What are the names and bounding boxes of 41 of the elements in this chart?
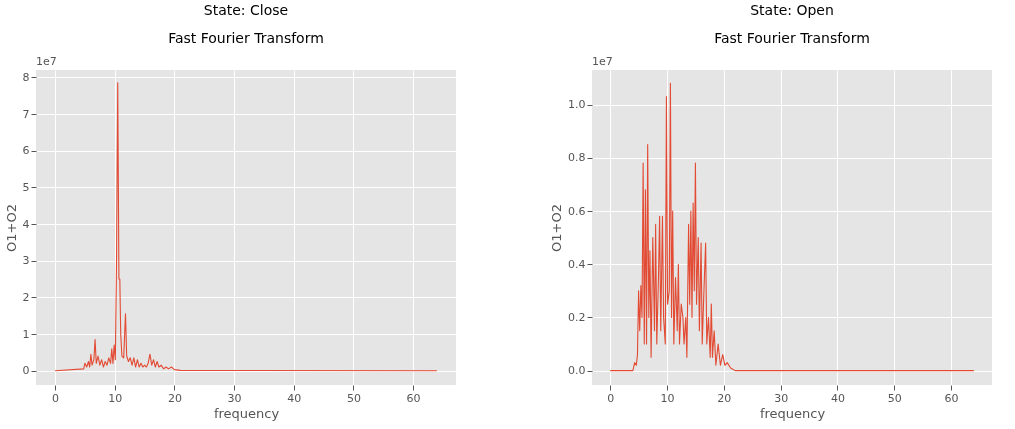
x-tick-label: 60 [944, 391, 959, 405]
y-tick-label: 2 [22, 290, 30, 304]
y-tick-label: 0.8 [568, 151, 586, 165]
text: 1e7 [592, 55, 613, 68]
y-tick-label: 7 [22, 107, 30, 121]
y-tick-label: 4 [22, 217, 30, 231]
x-axis-title: frequency [759, 405, 826, 421]
chart-title: State: Open [750, 2, 834, 18]
y-tick-label: 0.6 [568, 204, 586, 218]
x-tick-label: 50 [346, 391, 361, 405]
line-series [609, 82, 975, 372]
x-tick-label: 20 [167, 391, 182, 405]
y-tick-label: 5 [22, 180, 30, 194]
chart-subtitle: Fast Fourier Transform [714, 30, 870, 46]
x-tick-label: 0 [52, 391, 60, 405]
y-axis-title: O1+O2 [549, 204, 565, 252]
x-tick-label: 20 [717, 391, 732, 405]
x-tick-label: 50 [887, 391, 902, 405]
x-axis-title: frequency [213, 405, 280, 421]
text: 1e7 [36, 55, 57, 68]
y-tick-label: 3 [22, 254, 30, 268]
y-tick-label: 0 [22, 364, 30, 378]
y-tick-label: 0.2 [568, 310, 586, 324]
chart-title: State: Close [203, 2, 289, 18]
x-tick-label: 40 [830, 391, 845, 405]
y-tick-label: 1.0 [568, 98, 586, 112]
x-tick-label: 10 [660, 391, 675, 405]
x-tick-label: 30 [774, 391, 789, 405]
y-axis-title: O1+O2 [3, 204, 19, 252]
x-tick-label: 40 [287, 391, 302, 405]
chart-subtitle: Fast Fourier Transform [168, 30, 324, 46]
x-tick-label: 0 [607, 391, 615, 405]
y-tick-label: 0.4 [568, 257, 586, 271]
y-tick-label: 8 [22, 70, 30, 84]
y-tick-label: 0.0 [568, 364, 586, 378]
x-tick-label: 60 [406, 391, 421, 405]
x-tick-label: 10 [108, 391, 123, 405]
line-series [54, 82, 438, 372]
y-tick-label: 6 [22, 144, 30, 158]
x-tick-label: 30 [227, 391, 242, 405]
y-tick-label: 1 [22, 327, 30, 341]
